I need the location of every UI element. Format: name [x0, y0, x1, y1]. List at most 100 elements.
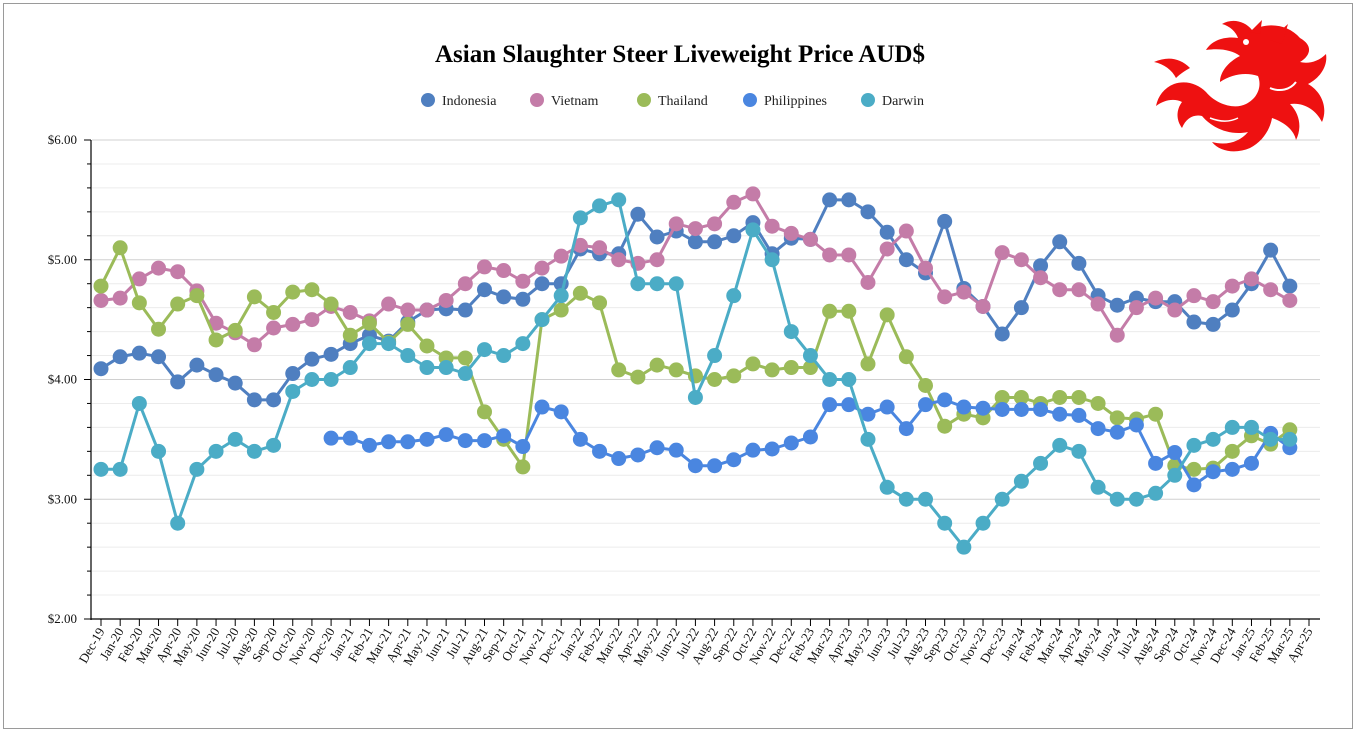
data-point[interactable] — [304, 372, 320, 387]
data-point[interactable] — [592, 443, 608, 459]
data-point[interactable] — [841, 303, 857, 319]
data-point[interactable] — [956, 399, 972, 415]
data-point[interactable] — [879, 399, 895, 415]
data-point[interactable] — [1263, 282, 1279, 298]
data-point[interactable] — [572, 431, 588, 447]
data-point[interactable] — [687, 234, 703, 250]
data-point[interactable] — [668, 362, 684, 378]
data-point[interactable] — [285, 284, 301, 300]
data-point[interactable] — [898, 491, 914, 507]
data-point[interactable] — [112, 461, 128, 477]
data-point[interactable] — [898, 223, 914, 239]
data-point[interactable] — [189, 461, 205, 477]
data-point[interactable] — [285, 366, 301, 382]
data-point[interactable] — [822, 303, 838, 319]
data-point[interactable] — [783, 225, 799, 241]
data-point[interactable] — [496, 263, 512, 279]
data-point[interactable] — [1148, 455, 1164, 471]
data-point[interactable] — [994, 491, 1010, 507]
data-point[interactable] — [687, 221, 703, 237]
data-point[interactable] — [1071, 389, 1087, 405]
data-point[interactable] — [707, 234, 723, 250]
data-point[interactable] — [898, 349, 914, 365]
data-point[interactable] — [726, 194, 742, 210]
data-point[interactable] — [1128, 417, 1144, 433]
data-point[interactable] — [707, 348, 723, 364]
data-point[interactable] — [764, 252, 780, 268]
data-point[interactable] — [707, 372, 723, 387]
data-point[interactable] — [227, 322, 243, 338]
data-point[interactable] — [572, 285, 588, 301]
data-point[interactable] — [381, 336, 397, 352]
data-point[interactable] — [707, 458, 723, 474]
data-point[interactable] — [246, 289, 262, 305]
data-point[interactable] — [611, 252, 627, 268]
data-point[interactable] — [630, 276, 646, 292]
data-point[interactable] — [1186, 477, 1202, 493]
data-point[interactable] — [1205, 464, 1221, 480]
data-point[interactable] — [400, 316, 416, 332]
data-point[interactable] — [170, 296, 186, 312]
data-point[interactable] — [630, 206, 646, 222]
data-point[interactable] — [745, 356, 761, 372]
data-point[interactable] — [534, 276, 550, 292]
data-point[interactable] — [898, 252, 914, 268]
data-point[interactable] — [361, 315, 377, 331]
data-point[interactable] — [323, 296, 339, 312]
data-point[interactable] — [1090, 395, 1106, 411]
data-point[interactable] — [208, 443, 224, 459]
data-point[interactable] — [1263, 242, 1279, 258]
data-point[interactable] — [1109, 491, 1125, 507]
data-point[interactable] — [822, 192, 838, 208]
data-point[interactable] — [918, 491, 934, 507]
data-point[interactable] — [1052, 389, 1068, 405]
data-point[interactable] — [304, 282, 320, 298]
data-point[interactable] — [726, 288, 742, 304]
data-point[interactable] — [381, 434, 397, 450]
data-point[interactable] — [1052, 234, 1068, 250]
data-point[interactable] — [496, 428, 512, 444]
data-point[interactable] — [802, 231, 818, 247]
data-point[interactable] — [342, 430, 358, 446]
data-point[interactable] — [1205, 316, 1221, 332]
data-point[interactable] — [93, 292, 109, 308]
data-point[interactable] — [323, 430, 339, 446]
data-point[interactable] — [994, 401, 1010, 417]
data-point[interactable] — [1243, 271, 1259, 287]
data-point[interactable] — [246, 337, 262, 353]
data-point[interactable] — [496, 348, 512, 364]
data-point[interactable] — [860, 406, 876, 422]
data-point[interactable] — [189, 288, 205, 304]
data-point[interactable] — [93, 361, 109, 377]
legend-item[interactable]: Vietnam — [530, 93, 598, 109]
data-point[interactable] — [266, 437, 282, 453]
legend-item[interactable]: Indonesia — [421, 93, 497, 109]
data-point[interactable] — [1071, 443, 1087, 459]
data-point[interactable] — [802, 348, 818, 364]
data-point[interactable] — [764, 362, 780, 378]
legend-item[interactable]: Darwin — [861, 93, 924, 109]
data-point[interactable] — [534, 312, 550, 328]
data-point[interactable] — [1071, 407, 1087, 423]
data-point[interactable] — [1148, 290, 1164, 306]
data-point[interactable] — [1186, 288, 1202, 304]
legend-item[interactable]: Philippines — [743, 93, 827, 109]
data-point[interactable] — [611, 362, 627, 378]
data-point[interactable] — [131, 271, 147, 287]
data-point[interactable] — [285, 316, 301, 332]
data-point[interactable] — [879, 241, 895, 257]
data-point[interactable] — [1109, 327, 1125, 343]
data-point[interactable] — [611, 451, 627, 467]
data-point[interactable] — [515, 459, 531, 475]
data-point[interactable] — [726, 228, 742, 244]
data-point[interactable] — [342, 304, 358, 320]
data-point[interactable] — [227, 431, 243, 447]
data-point[interactable] — [1224, 278, 1240, 294]
data-point[interactable] — [534, 260, 550, 276]
data-point[interactable] — [1282, 278, 1298, 294]
data-point[interactable] — [438, 427, 454, 443]
data-point[interactable] — [323, 346, 339, 362]
data-point[interactable] — [476, 282, 492, 298]
data-point[interactable] — [1013, 473, 1029, 489]
data-point[interactable] — [1186, 461, 1202, 477]
